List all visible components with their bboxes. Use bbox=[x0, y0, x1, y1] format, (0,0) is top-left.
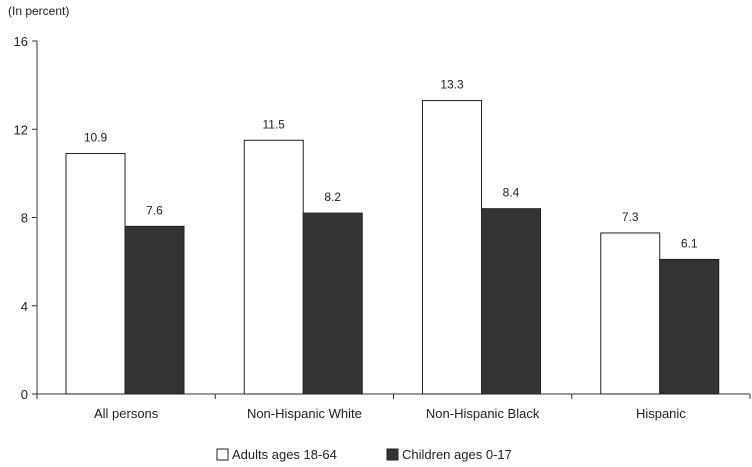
legend: Adults ages 18-64 Children ages 0-17 bbox=[216, 447, 512, 462]
x-tick-label: Non-Hispanic White bbox=[247, 406, 362, 421]
y-tick-label: 12 bbox=[14, 122, 28, 137]
bar-adults bbox=[600, 232, 661, 395]
x-tick-label: All persons bbox=[94, 406, 159, 421]
y-tick-label: 4 bbox=[21, 299, 28, 314]
x-tick-label: Hispanic bbox=[636, 406, 686, 421]
bar-adults bbox=[243, 139, 304, 395]
data-label: 8.2 bbox=[324, 190, 341, 204]
plot-area: 0 4 8 12 16 10.9 7.6 All persons 11.5 8.2 Non-Hisp… bbox=[14, 34, 751, 421]
bar-children bbox=[659, 258, 720, 395]
data-label: 6.1 bbox=[681, 236, 698, 250]
data-label: 7.3 bbox=[622, 210, 639, 224]
bar-children bbox=[481, 208, 541, 395]
bar-children bbox=[302, 212, 363, 395]
data-label: 11.5 bbox=[263, 117, 286, 131]
legend-label: Children ages 0-17 bbox=[402, 447, 512, 462]
y-tick-label: 8 bbox=[21, 211, 28, 226]
bar-children bbox=[124, 225, 185, 395]
bar-adults bbox=[422, 100, 482, 395]
y-tick-label: 0 bbox=[21, 387, 28, 402]
data-label: 7.6 bbox=[146, 203, 163, 217]
unit-label: (In percent) bbox=[8, 4, 69, 18]
data-label: 13.3 bbox=[440, 78, 464, 92]
legend-swatch bbox=[216, 448, 229, 461]
legend-label: Adults ages 18-64 bbox=[232, 447, 337, 462]
legend-swatch bbox=[386, 448, 399, 461]
data-label: 10.9 bbox=[84, 131, 108, 145]
y-tick-label: 16 bbox=[14, 34, 28, 49]
data-label: 8.4 bbox=[503, 186, 520, 200]
x-tick-label: Non-Hispanic Black bbox=[426, 406, 540, 421]
bar-adults bbox=[65, 153, 126, 395]
